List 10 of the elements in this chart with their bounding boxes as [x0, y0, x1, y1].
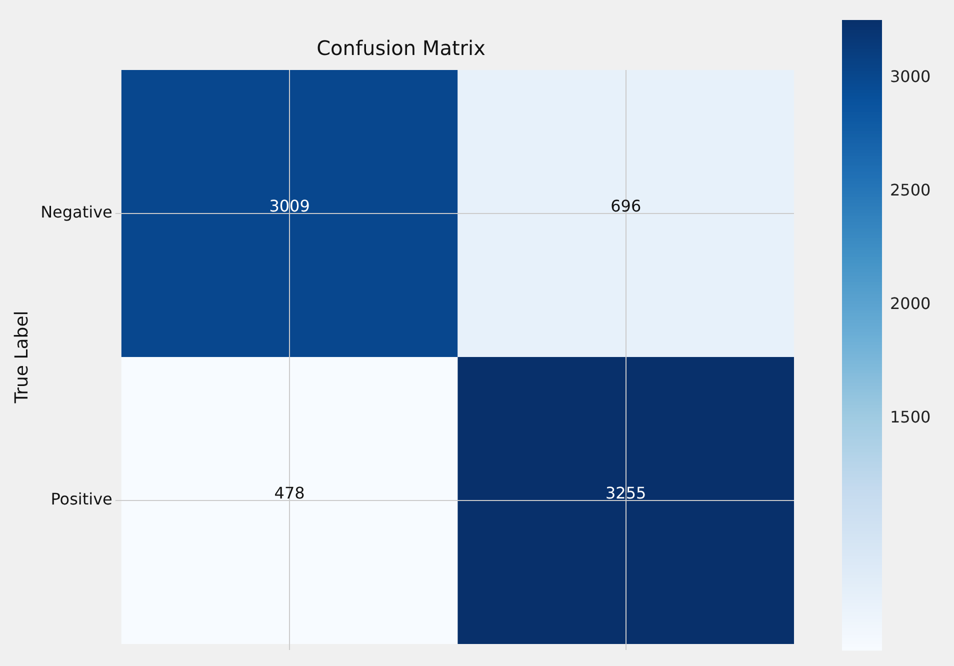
y-axis-title: True Label	[11, 310, 32, 404]
color-bar-label: 3000	[890, 67, 931, 86]
data-label: 696	[610, 196, 642, 216]
color-bar-label: 2000	[890, 294, 931, 313]
color-bar-label: 1500	[890, 407, 931, 426]
chart-title: Confusion Matrix	[316, 36, 486, 60]
data-label: 478	[274, 484, 305, 503]
color-bar-label: 2500	[890, 180, 931, 200]
y-tick-label: Negative	[40, 202, 112, 222]
y-tick-label: Positive	[50, 490, 112, 509]
